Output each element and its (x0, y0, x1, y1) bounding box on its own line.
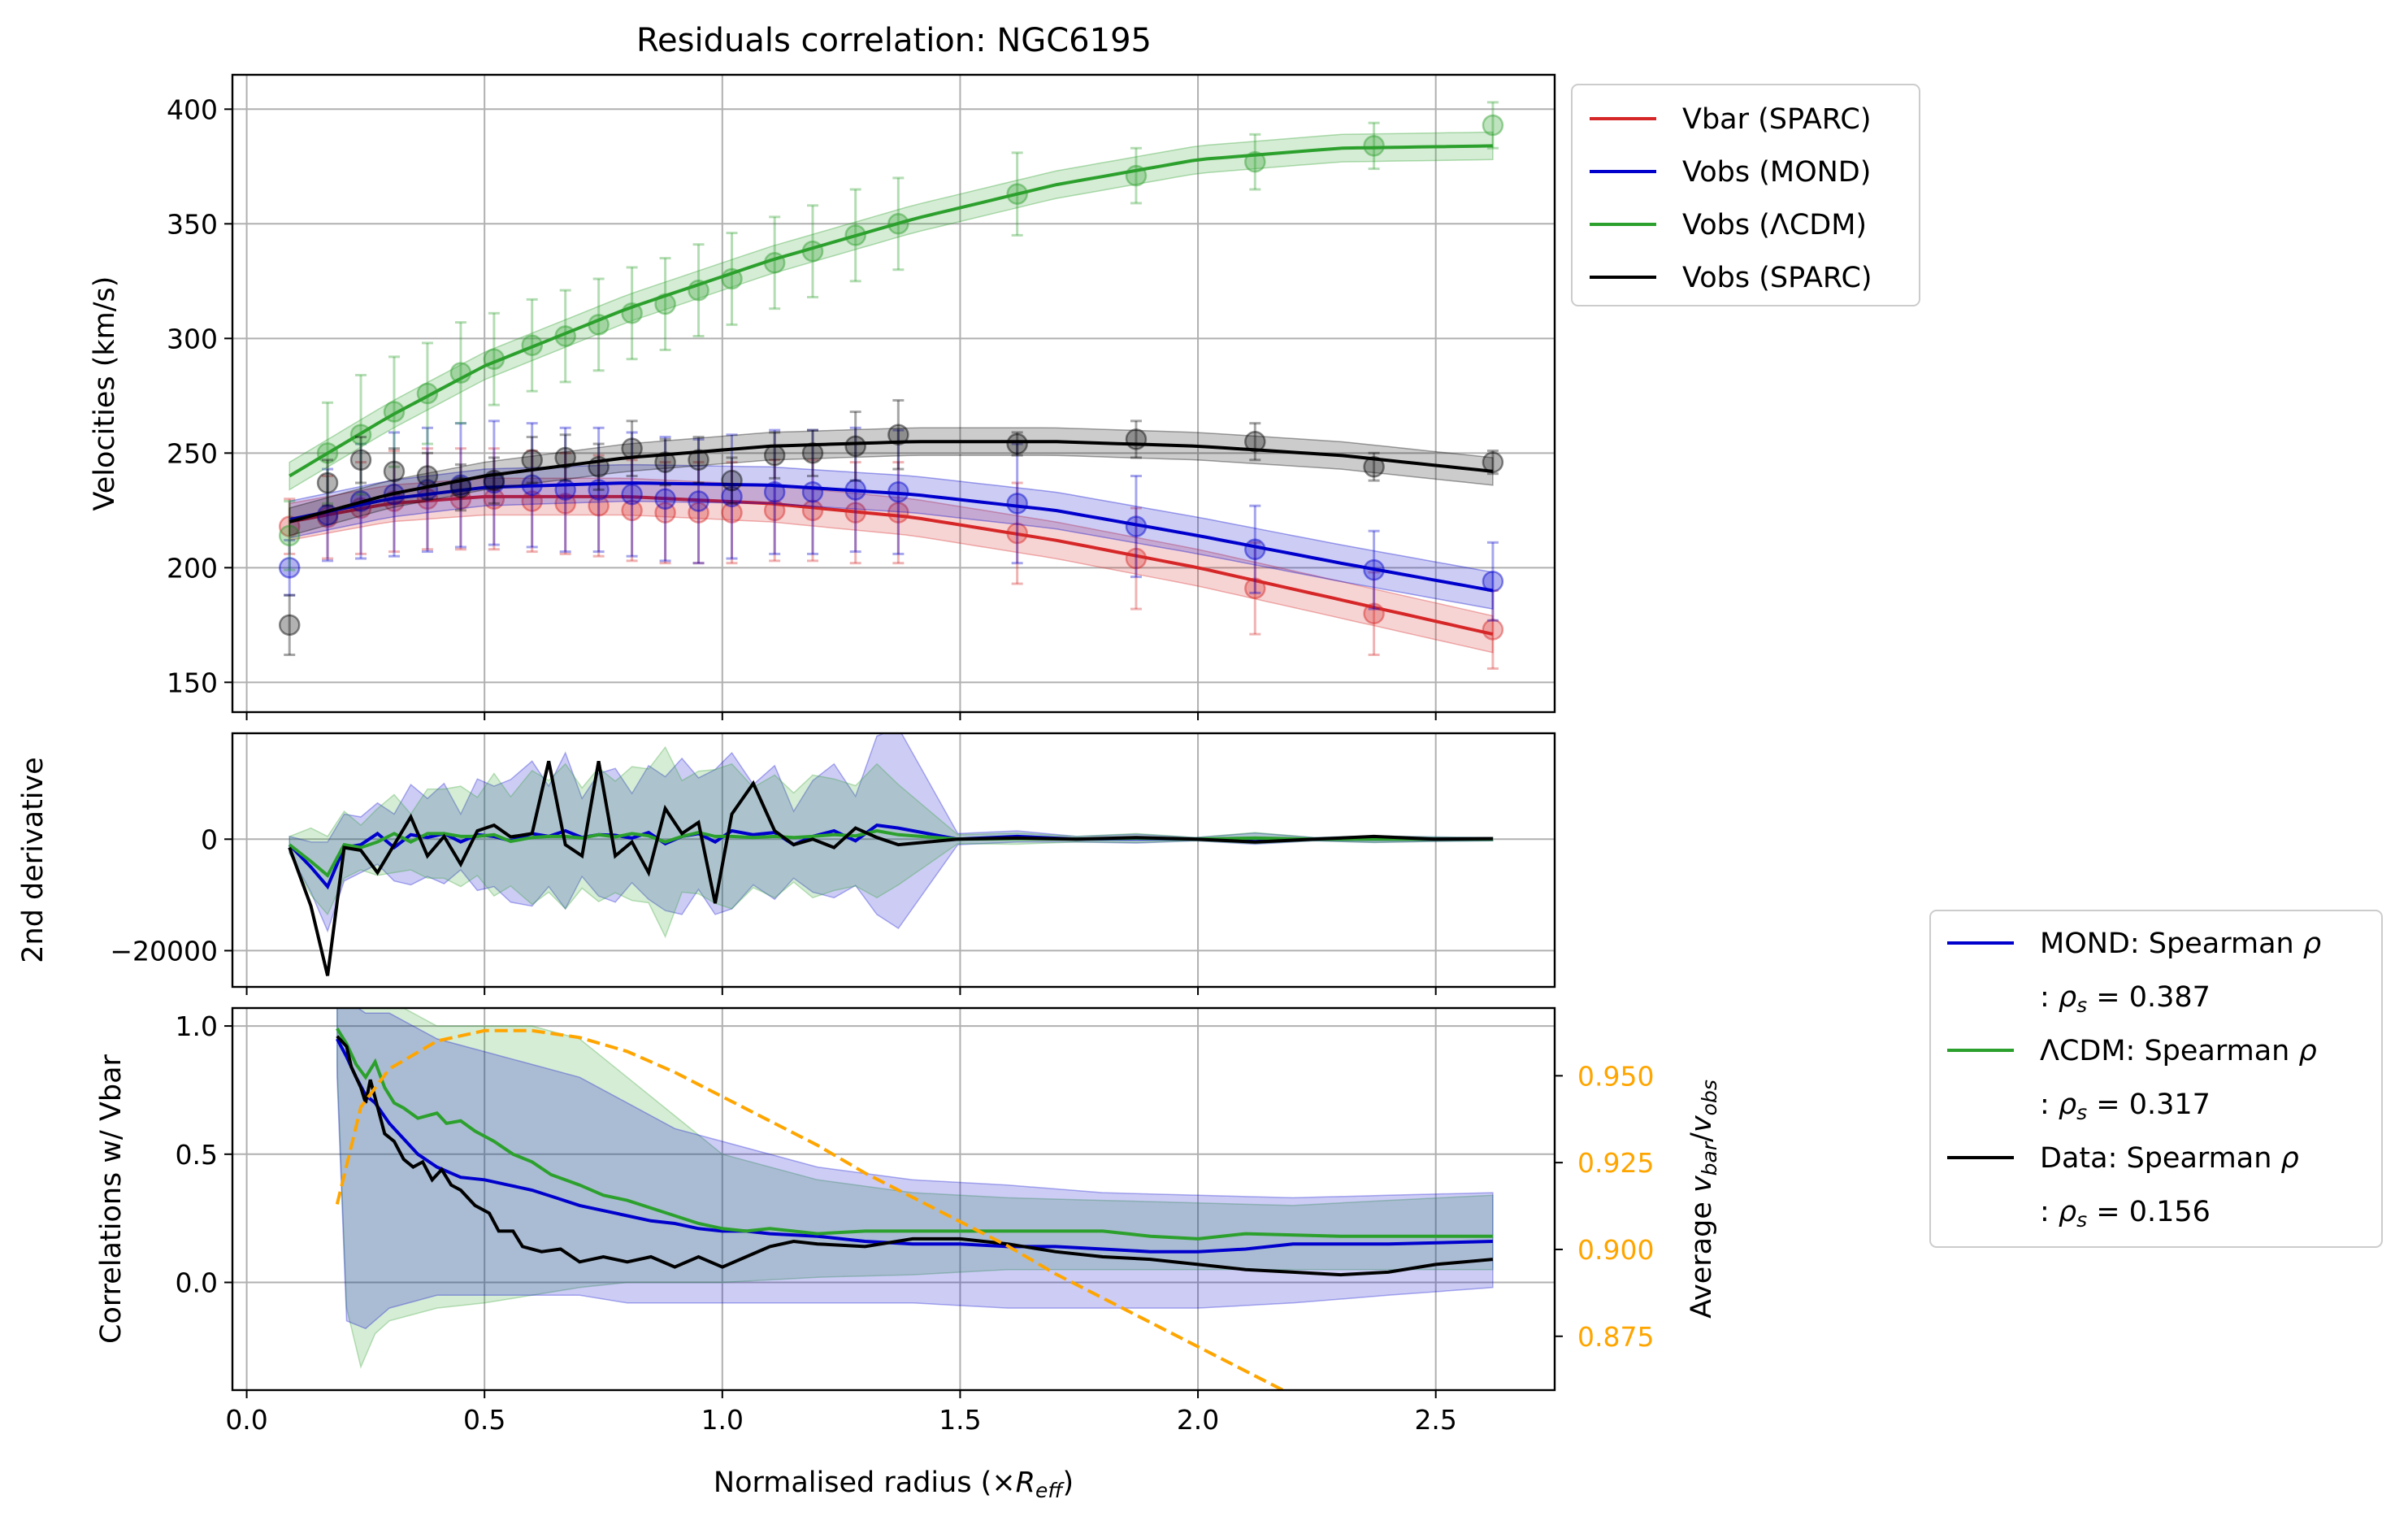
fit-line (289, 440, 1494, 524)
derivative-line (288, 760, 1493, 976)
y-tick-label: 400 (167, 93, 218, 125)
plot-border (231, 73, 1556, 714)
fit-band (289, 463, 1494, 611)
data-point (688, 490, 709, 512)
data-point (554, 446, 576, 469)
series-line-data (288, 760, 1493, 976)
data-point (349, 449, 372, 472)
correlation-line (336, 1037, 1493, 1254)
data-point (621, 499, 643, 522)
y-tick-label: 0.5 (176, 1139, 218, 1171)
plot-area (232, 75, 1555, 712)
correlation-line (336, 1028, 1493, 1241)
legend-label: Vobs (ΛCDM) (1682, 209, 1867, 241)
correlation-band (336, 1008, 1494, 1369)
y-tick-label: 200 (167, 552, 218, 584)
velocities-legend: Vbar (SPARC) Vobs (MOND) Vobs (ΛCDM) Vobs (… (1571, 84, 1920, 306)
fit-line (289, 481, 1494, 593)
data-point (654, 502, 676, 524)
legend-label: ΛCDM: Spearman ρ (2040, 1035, 2317, 1067)
data-point (1363, 135, 1385, 157)
legend-label: Vobs (SPARC) (1682, 262, 1872, 294)
x-tick-label: 2.5 (1414, 1404, 1456, 1436)
x-axis-label: Normalised radius (×Reff) (714, 1467, 1074, 1502)
data-point (278, 614, 301, 637)
x-tick-label: 1.0 (701, 1404, 744, 1436)
legend-frame (1929, 910, 2383, 1248)
data-point (1482, 114, 1504, 137)
secondary-y-tick-label: 0.875 (1577, 1321, 1654, 1353)
data-point (654, 451, 676, 473)
series-mond (278, 419, 1504, 622)
series-lcdm (278, 101, 1504, 571)
chart-title: Residuals correlation: NGC6195 (636, 22, 1152, 59)
grid-lines (232, 1008, 1555, 1390)
fit-band (289, 427, 1494, 537)
series-layer (288, 733, 1494, 976)
data-point (278, 557, 301, 579)
data-point (844, 435, 866, 458)
legend-stat: : ρs = 0.156 (2040, 1196, 2211, 1232)
correlation-band (336, 1008, 1494, 1330)
data-point (1006, 432, 1028, 455)
data-point (316, 472, 339, 494)
data-point (383, 460, 406, 483)
legend-label: MOND: Spearman ρ (2040, 928, 2321, 960)
plot-border (231, 1006, 1556, 1392)
x-tick-label: 0.0 (225, 1404, 267, 1436)
secondary-y-tick-label: 0.950 (1577, 1060, 1654, 1092)
y-axis-label: 2nd derivative (17, 757, 50, 963)
x-tick-label: 2.0 (1177, 1404, 1219, 1436)
data-point (554, 493, 576, 515)
secondary-y-tick-label: 0.925 (1577, 1147, 1654, 1179)
y-tick-label: 250 (167, 437, 218, 469)
x-tick-label: 0.5 (463, 1404, 505, 1436)
legend-label: Vobs (MOND) (1682, 156, 1871, 189)
data-point (654, 488, 676, 510)
legend-label: Vbar (SPARC) (1682, 103, 1871, 136)
fit-line (289, 144, 1493, 478)
secondary-y-axis-label: Average vbar/vobs (1686, 1080, 1721, 1319)
data-point (1363, 455, 1385, 478)
series-layer (278, 101, 1504, 670)
legend-stat: : ρs = 0.387 (2040, 981, 2211, 1017)
data-point (1482, 451, 1504, 473)
y-tick-label: −20000 (110, 935, 218, 967)
data-point (1244, 577, 1266, 599)
series-layer (335, 1008, 1494, 1390)
plot-area (232, 733, 1555, 987)
y-tick-label: 300 (167, 323, 218, 354)
velocities-panel: 150 200 250 300 350 400 Velocities (km/s) (89, 73, 1556, 720)
plot-area (232, 1008, 1555, 1390)
data-point (721, 485, 743, 508)
plot-border (231, 732, 1556, 989)
data-point (887, 424, 909, 446)
secondary-y-tick-label: 0.900 (1577, 1234, 1654, 1266)
data-point (688, 502, 709, 524)
y-axis-label: Velocities (km/s) (89, 276, 121, 511)
y-tick-label: 0 (201, 824, 218, 855)
y-tick-label: 1.0 (176, 1010, 218, 1042)
x-tick-label: 1.5 (939, 1404, 981, 1436)
data-point (721, 469, 743, 492)
data-point (1482, 571, 1504, 593)
correlation-line (336, 1035, 1494, 1277)
correlations-panel: 0.0 0.5 1.0 1.5 2.0 2.5 0.0 0.5 1.0 Correlations … (95, 1006, 1721, 1502)
legend-stat: : ρs = 0.317 (2040, 1089, 2211, 1124)
fit-band (289, 131, 1494, 491)
legend-frame (1571, 84, 1920, 306)
data-point (688, 449, 709, 472)
y-tick-label: 350 (167, 208, 218, 240)
correlations-legend: MOND: Spearman ρ : ρs = 0.387 ΛCDM: Spearm… (1929, 910, 2383, 1248)
data-point (483, 488, 505, 510)
series-data (278, 398, 1504, 656)
y-axis-label: Correlations w/ Vbar (95, 1054, 128, 1344)
y-tick-label: 0.0 (176, 1267, 218, 1299)
data-point (278, 524, 301, 547)
y-tick-label: 150 (167, 667, 218, 698)
second-derivative-panel: −20000 0 2nd derivative (17, 732, 1556, 995)
legend-label: Data: Spearman ρ (2040, 1142, 2299, 1175)
fit-line (289, 494, 1494, 637)
